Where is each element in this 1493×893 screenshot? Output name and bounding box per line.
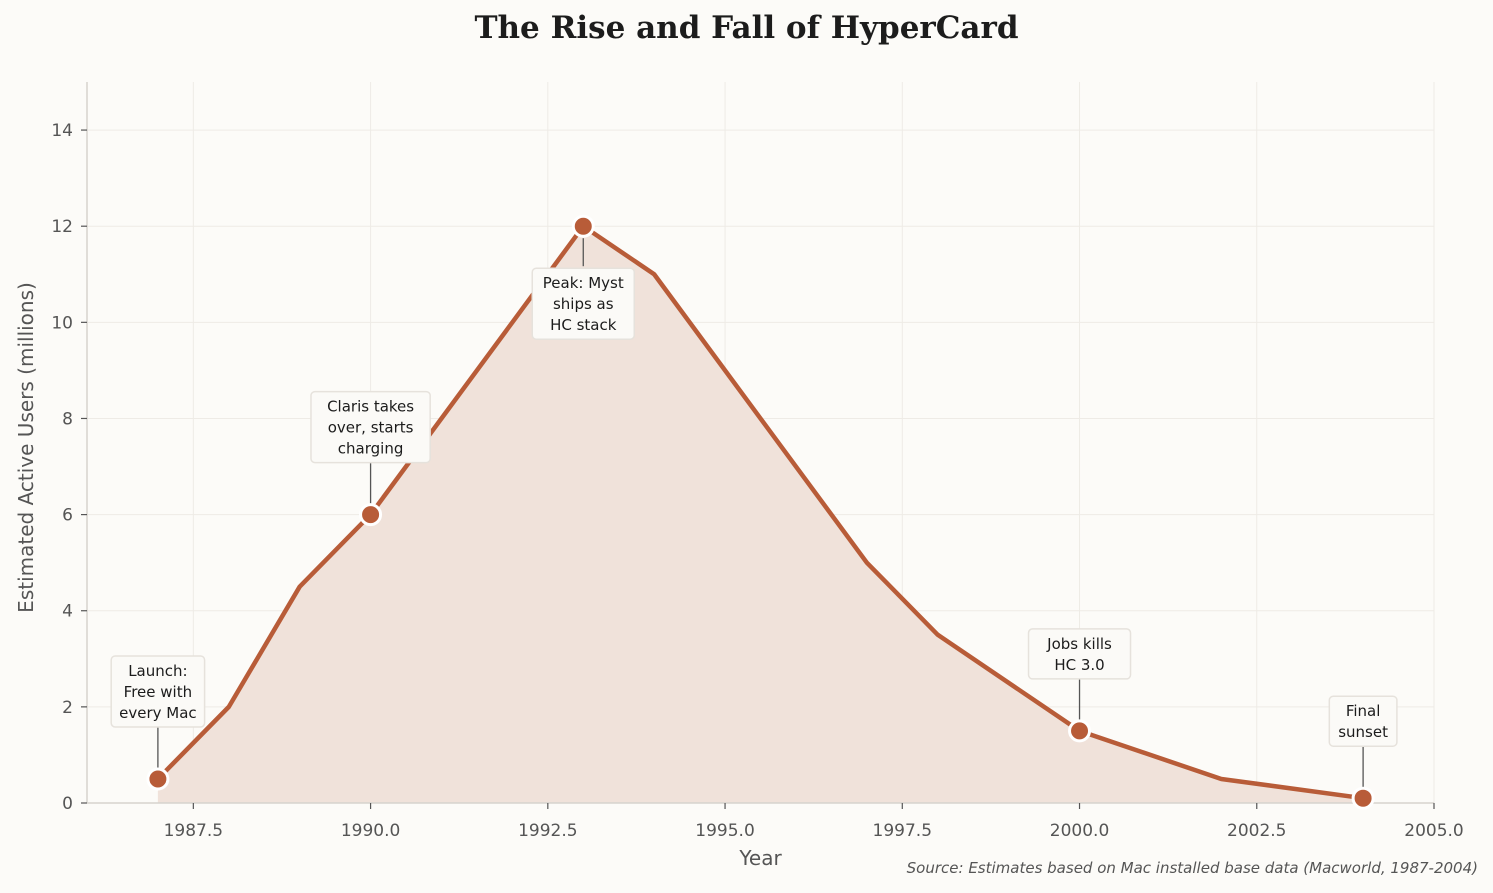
data-point-marker [1068, 719, 1092, 743]
annotation-text: ships as [553, 295, 614, 313]
data-point-marker [1351, 786, 1375, 810]
annotation-text: Peak: Myst [543, 274, 624, 292]
annotation-text: HC 3.0 [1054, 656, 1104, 674]
x-tick-label: 2000.0 [1050, 821, 1109, 841]
y-tick-label: 12 [51, 217, 73, 237]
x-axis-label: Year [738, 846, 782, 870]
annotation-box [1328, 695, 1398, 747]
y-tick-label: 4 [62, 602, 73, 622]
annotation-text: charging [338, 440, 404, 458]
y-tick-label: 14 [51, 121, 73, 141]
y-tick-label: 10 [51, 313, 73, 333]
annotation-box [531, 267, 636, 340]
annotation-text: HC stack [550, 316, 617, 334]
annotation-text: sunset [1338, 723, 1388, 741]
area-fill [157, 226, 1364, 803]
annotation-box [110, 655, 206, 728]
y-tick-label: 0 [62, 794, 73, 814]
annotation: Jobs kills HC 3.0 [1027, 628, 1132, 721]
data-point-marker [571, 214, 595, 238]
annotation: Peak: Myst ships as HC stack [531, 238, 636, 340]
data-point-marker [359, 503, 383, 527]
y-tick-label: 2 [62, 698, 73, 718]
y-tick-label: 8 [62, 409, 73, 429]
source-note: Source: Estimates based on Mac installed… [906, 859, 1478, 877]
annotation-text: Jobs kills [1046, 635, 1112, 653]
x-tick-label: 1995.0 [695, 821, 754, 841]
annotation-text: Claris takes [327, 398, 414, 416]
annotation: Claris takes over, starts charging [310, 390, 431, 505]
annotation-text: every Mac [119, 704, 197, 722]
data-point-marker [146, 767, 170, 791]
annotation: Final sunset [1328, 695, 1398, 789]
annotation-box [310, 390, 431, 464]
x-tick-label: 1987.5 [164, 821, 223, 841]
y-tick-label: 6 [62, 506, 73, 526]
x-tick-label: 1992.5 [518, 821, 577, 841]
x-tick-label: 1997.5 [873, 821, 932, 841]
annotation-text: Launch: [128, 662, 187, 680]
annotation-text: Free with [124, 683, 192, 701]
x-tick-label: 2002.5 [1227, 821, 1286, 841]
x-tick-label: 1990.0 [341, 821, 400, 841]
series-line [156, 223, 1364, 801]
annotation-text: over, starts [328, 419, 414, 437]
annotation-box [1027, 628, 1132, 680]
chart-title: The Rise and Fall of HyperCard [474, 10, 1019, 46]
y-axis-label: Estimated Active Users (millions) [14, 282, 38, 613]
annotation: Launch: Free with every Mac [110, 655, 206, 769]
annotation-text: Final [1346, 702, 1381, 720]
x-tick-label: 2005.0 [1404, 821, 1463, 841]
